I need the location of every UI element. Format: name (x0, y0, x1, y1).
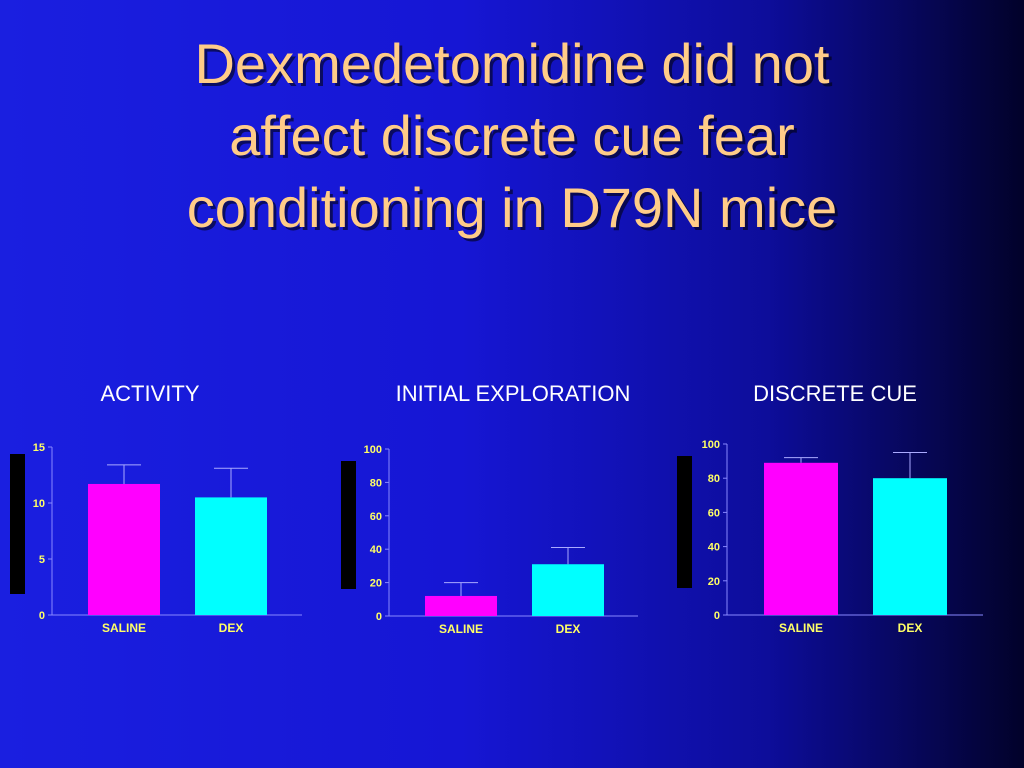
y-tick-label: 20 (370, 578, 382, 590)
y-tick-label: 80 (708, 473, 720, 485)
x-category-label: SALINE (102, 621, 146, 635)
y-tick-label: 100 (702, 439, 720, 451)
y-tick-label: 40 (708, 542, 720, 554)
x-category-label: DEX (556, 622, 581, 636)
slide-title-line: conditioning in D79N mice (186, 176, 838, 239)
y-tick-label: 5 (39, 554, 45, 566)
slide-title-line: affect discrete cue fear (229, 104, 795, 167)
bar-saline (88, 483, 160, 615)
slide-title-line: Dexmedetomidine did not (194, 32, 830, 95)
bar-dex (873, 478, 947, 615)
y-tick-label: 60 (370, 511, 382, 523)
bar-saline (425, 595, 497, 616)
y-tick-label: 80 (370, 477, 382, 489)
axis-label-block (341, 461, 356, 589)
x-category-label: DEX (898, 621, 923, 635)
y-tick-label: 15 (33, 442, 45, 454)
y-tick-label: 0 (714, 610, 720, 622)
y-tick-label: 10 (33, 498, 45, 510)
chart-title-activity: ACTIVITY (100, 381, 200, 406)
y-tick-label: 100 (364, 444, 382, 456)
axis-label-block (677, 456, 692, 588)
y-tick-label: 40 (370, 544, 382, 556)
y-tick-label: 0 (39, 610, 45, 622)
chart-title-initial-exploration: INITIAL EXPLORATION (395, 381, 631, 406)
x-category-label: SALINE (439, 622, 483, 636)
bar-dex (195, 497, 267, 615)
axis-label-block (10, 454, 25, 594)
bar-saline (764, 462, 838, 615)
chart-title-discrete-cue: DISCRETE CUE (753, 381, 917, 406)
x-category-label: SALINE (779, 621, 823, 635)
x-category-label: DEX (219, 621, 244, 635)
y-tick-label: 20 (708, 576, 720, 588)
y-tick-label: 0 (376, 611, 382, 623)
bar-dex (532, 564, 604, 616)
slide-title: Dexmedetomidine did not affect discrete … (60, 28, 964, 244)
y-tick-label: 60 (708, 507, 720, 519)
